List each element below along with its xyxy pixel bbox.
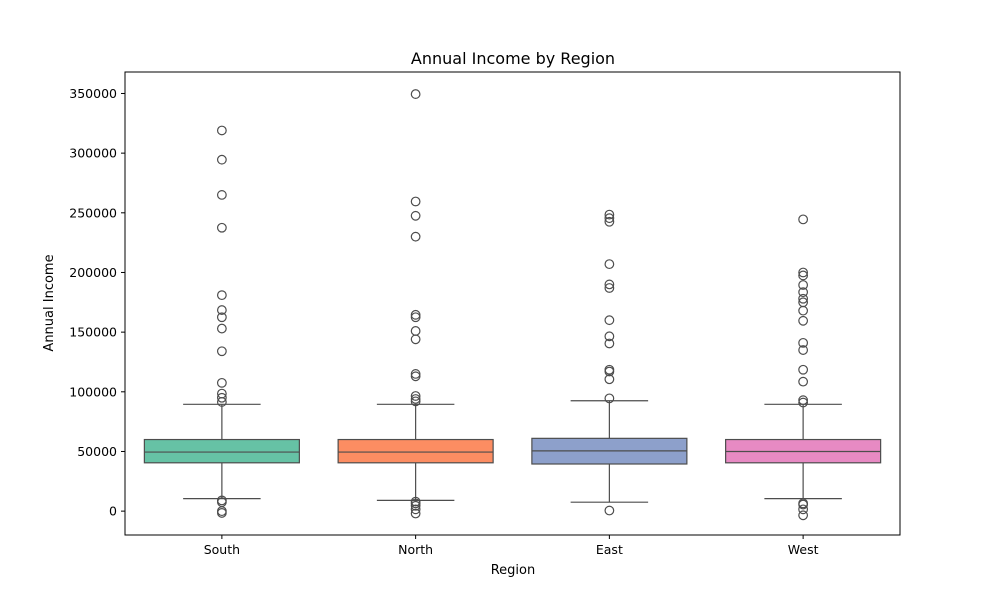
y-tick-label: 200000 (69, 265, 117, 280)
outlier-point (798, 498, 809, 509)
x-axis-label: Region (491, 563, 536, 578)
outlier-point (604, 364, 615, 375)
outlier-point (798, 297, 809, 308)
outlier-point (798, 270, 809, 281)
outlier-point (410, 391, 421, 401)
outlier-point (604, 279, 615, 290)
outlier-point (604, 216, 615, 227)
outlier-point (604, 393, 615, 404)
box-south (143, 438, 300, 464)
outlier-point (604, 283, 615, 293)
outlier-point (410, 396, 421, 407)
x-tick-label: West (788, 542, 819, 557)
outlier-point (216, 190, 227, 200)
outlier-point (798, 504, 809, 515)
outlier-point (604, 315, 615, 326)
outlier-point (798, 397, 809, 408)
y-tick-label: 300000 (69, 146, 117, 161)
outlier-point (216, 222, 227, 233)
plot-area: 0 50000 100000 150000 200000 250000 300000 3500… (69, 71, 901, 557)
outlier-point (410, 508, 421, 519)
outlier-point (604, 505, 615, 516)
outlier-point (410, 210, 421, 221)
outlier-point (604, 209, 615, 220)
y-tick-label: 250000 (69, 205, 117, 220)
outlier-point (410, 196, 421, 207)
outlier-point (410, 504, 421, 515)
outlier-point (410, 371, 421, 382)
outlier-point (410, 231, 421, 242)
outlier-point (216, 305, 227, 315)
outlier-point (798, 315, 809, 326)
outlier-point (798, 305, 809, 316)
box-north (337, 438, 494, 464)
outlier-point (798, 345, 809, 355)
plot-frame (124, 71, 901, 536)
x-tick-label: North (398, 542, 433, 557)
outlier-point (798, 287, 809, 298)
outlier-point (410, 309, 421, 320)
outlier-point (604, 338, 615, 349)
chart-title: Annual Income by Region (411, 49, 615, 68)
outlier-point (798, 214, 809, 225)
outlier-point (798, 376, 809, 387)
outlier-point (216, 312, 227, 323)
outlier-point (410, 500, 421, 511)
y-axis-label: Annual Income (42, 254, 57, 351)
outlier-point (798, 510, 809, 521)
outlier-point (604, 213, 615, 224)
outlier-point (604, 259, 615, 270)
outlier-point (216, 392, 227, 403)
y-tick-label: 0 (109, 504, 117, 519)
outlier-point (216, 323, 227, 334)
outlier-point (410, 326, 421, 336)
outlier-point (410, 334, 421, 345)
x-tick-label: East (596, 542, 623, 557)
outlier-point (216, 388, 227, 399)
outlier-point (216, 125, 227, 136)
y-tick-label: 100000 (69, 384, 117, 399)
outlier-point (216, 290, 227, 301)
outlier-point (604, 374, 615, 385)
y-tick-label: 350000 (69, 86, 117, 101)
outlier-point (216, 346, 227, 357)
outlier-point (798, 337, 809, 348)
outlier-point (216, 377, 227, 388)
outlier-point (604, 331, 615, 342)
outlier-point (798, 280, 809, 290)
y-tick-label: 50000 (77, 444, 117, 459)
outlier-point (410, 89, 421, 99)
outlier-point (798, 293, 809, 304)
outlier-point (410, 369, 421, 379)
x-tick-label: South (204, 542, 240, 557)
outlier-point (798, 395, 809, 406)
outlier-point (798, 364, 809, 375)
outlier-point (216, 495, 227, 506)
outlier-point (410, 394, 421, 404)
y-tick-label: 150000 (69, 325, 117, 340)
outlier-point (410, 496, 421, 507)
outlier-point (410, 312, 421, 323)
outlier-point (798, 267, 809, 278)
outlier-point (216, 154, 227, 165)
